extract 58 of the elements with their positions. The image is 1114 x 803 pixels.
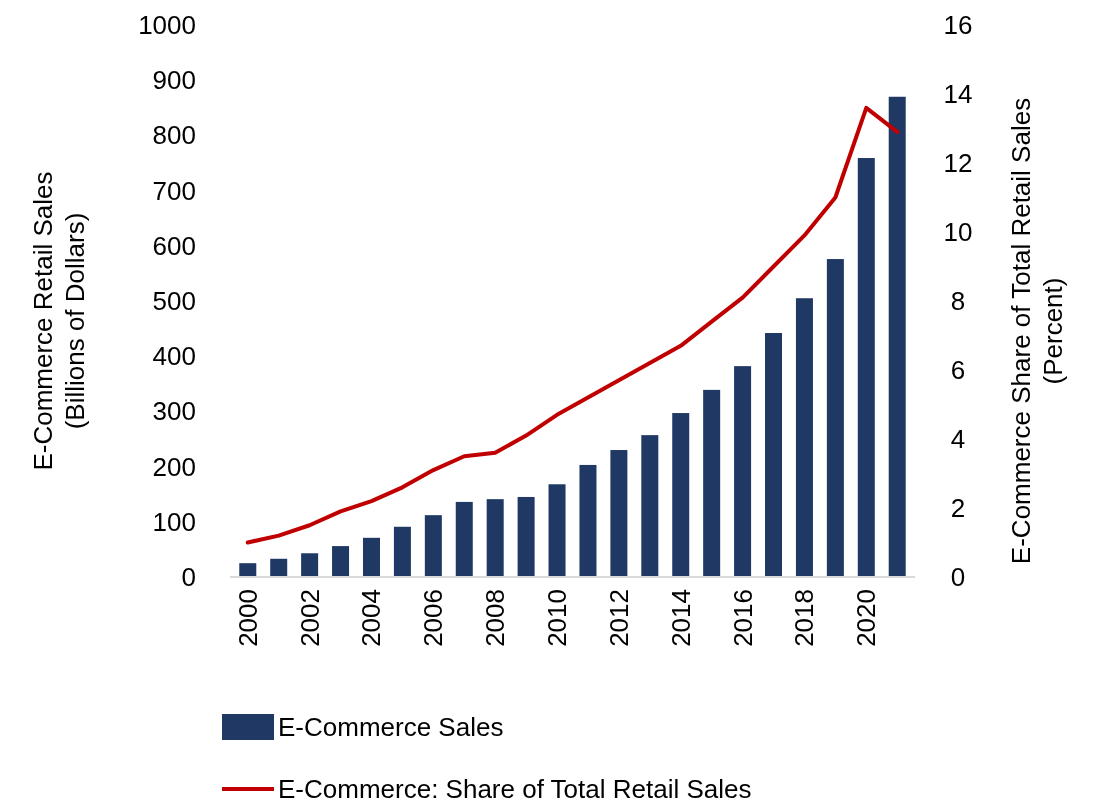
y2-tick-label: 4	[950, 424, 966, 454]
bar	[734, 366, 752, 577]
x-tick-label: 2004	[356, 589, 387, 647]
bar	[826, 259, 844, 577]
x-tick-label: 2014	[665, 589, 696, 647]
y-tick-label: 0	[181, 562, 196, 592]
bar	[301, 553, 319, 577]
y2-tick-label: 0	[950, 562, 966, 592]
bar	[795, 298, 813, 577]
bar	[765, 333, 783, 577]
y-tick-label: 700	[152, 175, 196, 206]
bar	[579, 464, 597, 577]
bar	[548, 484, 566, 577]
y2-tick-label: 10	[943, 217, 973, 247]
y-tick-label: 500	[152, 286, 196, 316]
x-tick-label: 2010	[542, 589, 573, 647]
bar	[888, 96, 906, 577]
y-tick-label: 800	[152, 120, 196, 151]
x-tick-label: 2018	[789, 589, 820, 647]
bar	[393, 526, 411, 577]
y2-tick-label: 2	[950, 493, 966, 523]
bar	[672, 413, 690, 577]
y2-axis-title: E-Commerce Share of Total Retail Sales (Percent)	[1006, 97, 1068, 565]
bar	[332, 546, 350, 577]
legend-label: E-Commerce Sales	[278, 712, 504, 742]
x-tick-label: 2016	[727, 589, 758, 647]
y-tick-label: 1000	[138, 10, 196, 40]
y2-tick-label: 6	[950, 355, 966, 385]
bar	[362, 537, 380, 577]
bar	[517, 496, 535, 577]
bar	[270, 558, 288, 577]
x-tick-label: 2002	[294, 589, 325, 647]
y-tick-label: 300	[152, 396, 196, 427]
bar	[703, 389, 721, 577]
x-tick-label: 2008	[480, 589, 511, 647]
y-tick-label: 900	[152, 65, 196, 96]
x-tick-label: 2020	[851, 589, 882, 647]
bar	[239, 563, 257, 577]
bar	[857, 158, 875, 577]
line-series	[245, 105, 900, 545]
bar	[641, 435, 659, 577]
legend-label: E-Commerce: Share of Total Retail Sales	[278, 774, 752, 803]
bar	[455, 501, 473, 577]
y-tick-label: 100	[152, 506, 196, 537]
y2-tick-label: 8	[950, 286, 966, 316]
y-tick-label: 400	[152, 341, 196, 372]
y2-tick-label: 14	[943, 79, 973, 109]
bar	[610, 450, 628, 577]
x-tick-label: 2006	[418, 589, 449, 647]
bar	[486, 499, 504, 577]
x-tick-label: 2000	[232, 589, 263, 647]
y-tick-label: 200	[152, 451, 196, 482]
x-tick-label: 2012	[603, 589, 634, 647]
y2-tick-label: 12	[943, 148, 973, 178]
y-axis-title: E-Commerce Retail Sales (Billions of Dollars)	[28, 171, 90, 471]
y-tick-label: 600	[152, 230, 196, 261]
bar	[424, 515, 442, 577]
y2-tick-label: 16	[943, 10, 973, 40]
